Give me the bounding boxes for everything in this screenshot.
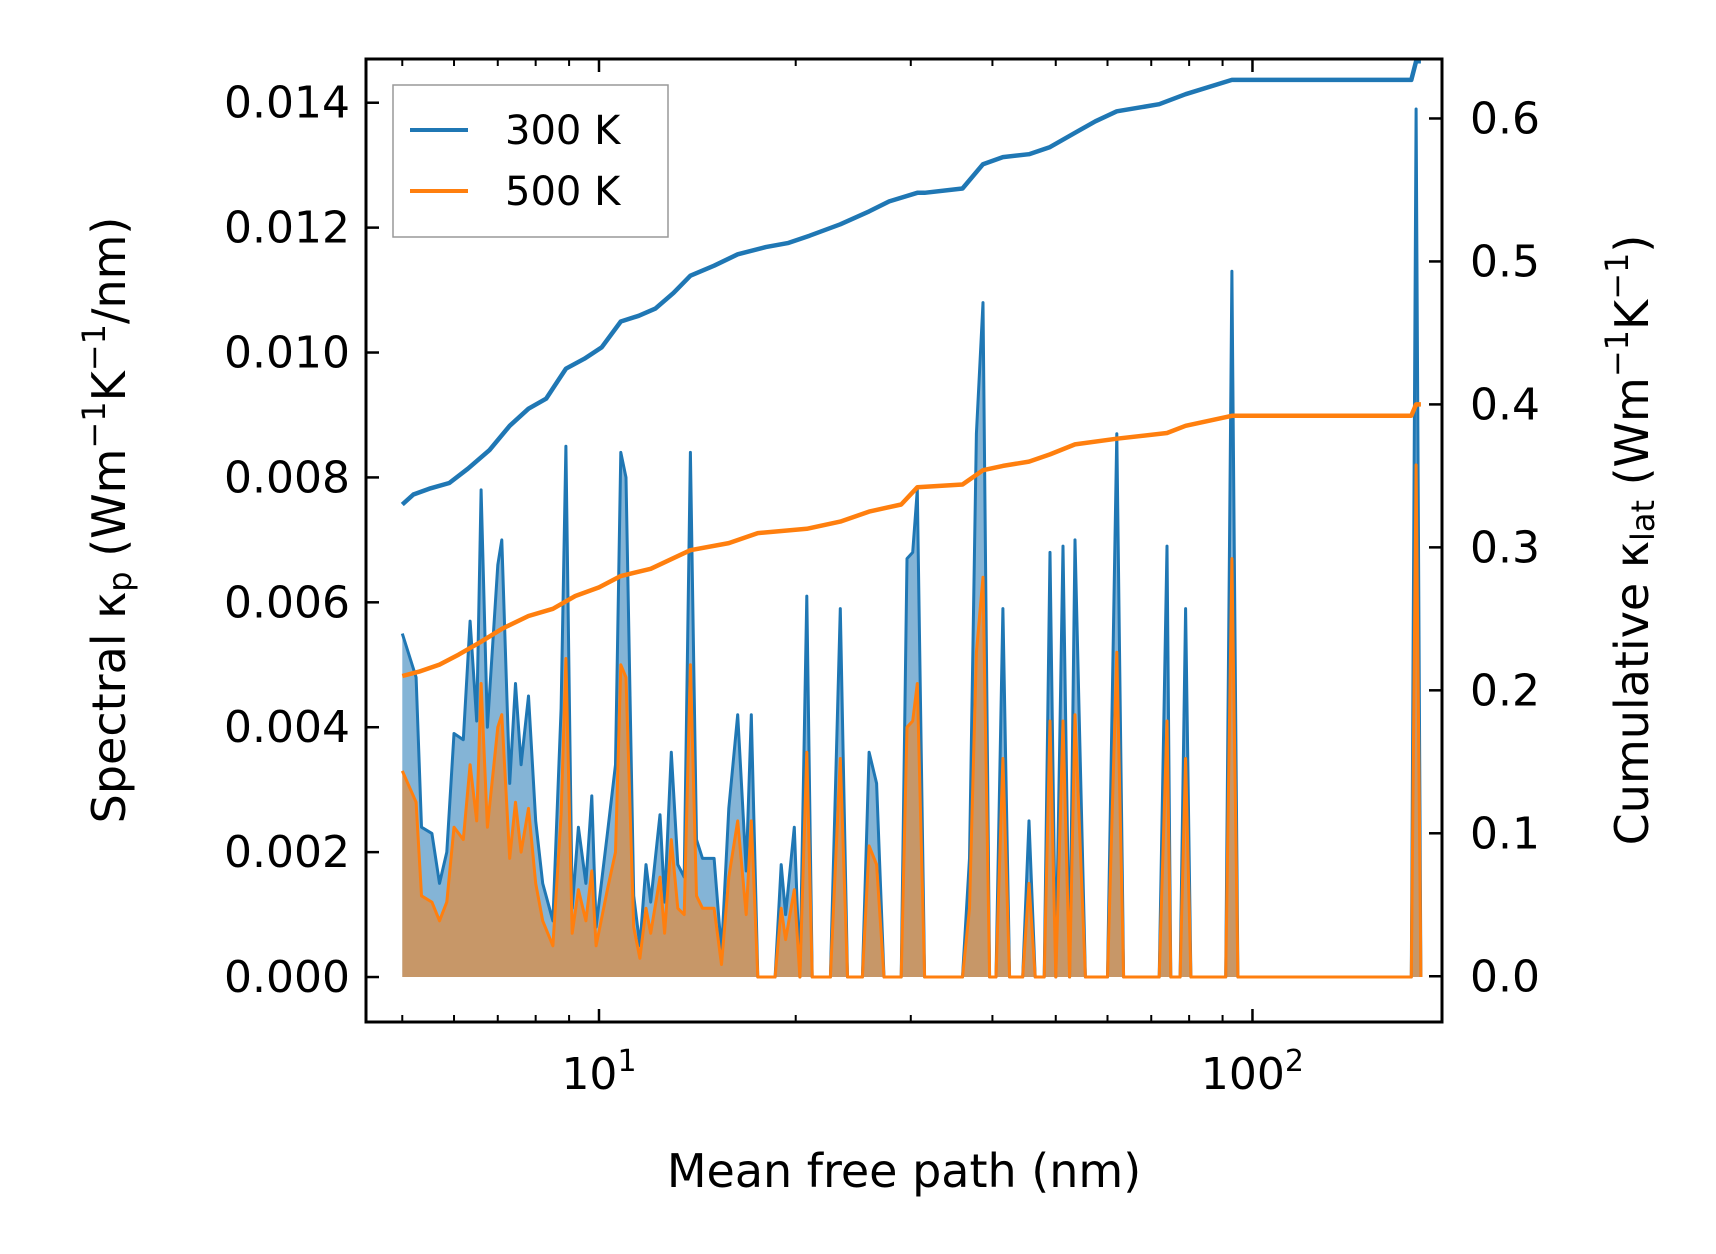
y-tick-label: 0.002 (224, 827, 350, 878)
cumulative-line-300k (400, 59, 1421, 507)
y-axis-title-left: Spectral κp (Wm−1K−1/nm) (75, 217, 139, 824)
legend: 300 K 500 K (392, 84, 669, 238)
y-axis-title-right: Cumulative κlat (Wm−1K−1) (1598, 235, 1662, 846)
x-axis-title: Mean free path (nm) (667, 1144, 1141, 1198)
cumulative-series-layer (400, 59, 1421, 679)
legend-label-300k: 300 K (505, 108, 622, 154)
legend-label-500k: 500 K (505, 169, 622, 215)
y-tick-label: 0.010 (224, 328, 350, 379)
y-tick-label: 0.012 (224, 203, 350, 254)
spectral-line-500k (400, 463, 1423, 979)
svg-text:Spectral κp (Wm−1K−1/nm): Spectral κp (Wm−1K−1/nm) (75, 217, 139, 824)
spectral-area-500k (402, 464, 1421, 977)
cumulative-line-500k (401, 402, 1421, 679)
y-tick-label: 0.000 (224, 952, 350, 1003)
y2-tick-label: 0.2 (1470, 665, 1540, 716)
plot-frame (364, 57, 1444, 1024)
y2-tick-label: 0.3 (1470, 522, 1540, 573)
axis-ticks: 0.000 0.002 0.004 0.006 0.008 0.010 0.012 0.014… (224, 59, 1540, 1100)
spectral-series-layer (400, 107, 1423, 979)
y2-tick-label: 0.4 (1470, 379, 1540, 430)
y-tick-label: 0.014 (224, 78, 350, 129)
y-tick-label: 0.008 (224, 452, 350, 503)
legend-box (392, 84, 669, 238)
y-tick-label: 0.004 (224, 702, 350, 753)
x-tick-label: 1002 (1201, 1044, 1304, 1100)
y2-tick-label: 0.0 (1470, 951, 1540, 1002)
spectral-line-300k (400, 107, 1423, 979)
y-tick-label: 0.006 (224, 577, 350, 628)
x-tick-label: 101 (561, 1044, 636, 1100)
y2-tick-label: 0.6 (1470, 93, 1540, 144)
y2-tick-label: 0.5 (1470, 236, 1540, 287)
svg-text:Cumulative κlat (Wm−1K−1): Cumulative κlat (Wm−1K−1) (1598, 235, 1662, 846)
y2-tick-label: 0.1 (1470, 808, 1540, 859)
